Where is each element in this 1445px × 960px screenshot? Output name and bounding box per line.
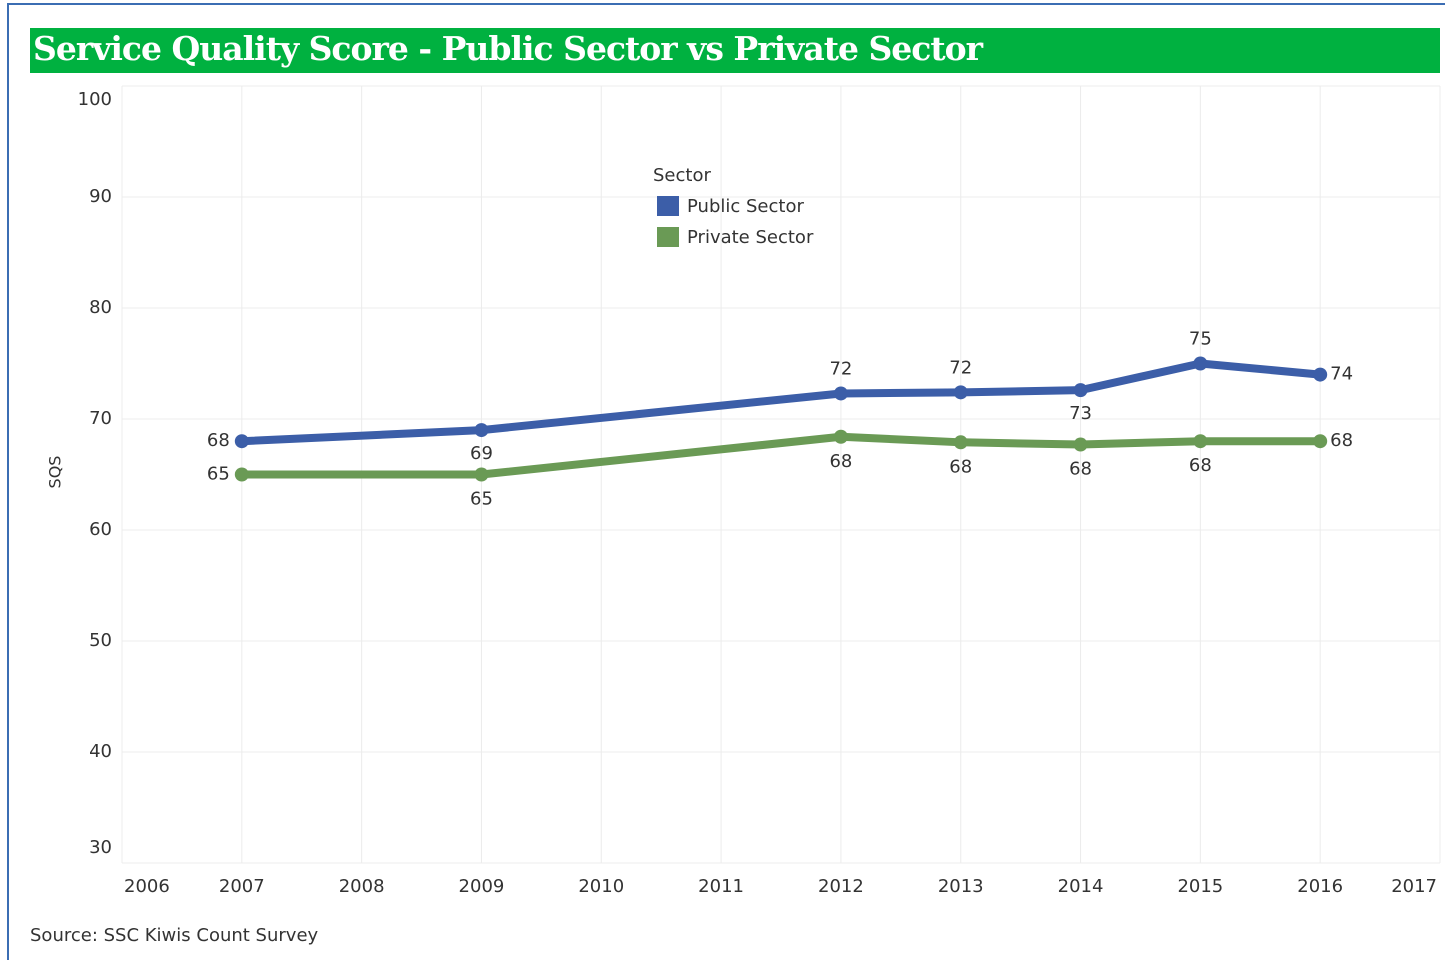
y-tick-label: 60 [89, 519, 112, 540]
point [1193, 356, 1208, 371]
point [234, 434, 249, 449]
point [474, 423, 489, 438]
data-label: 72 [949, 357, 972, 378]
x-tick-label: 2011 [698, 876, 744, 897]
data-label: 73 [1069, 403, 1092, 424]
frame [7, 3, 1445, 960]
line [241, 359, 1321, 446]
data-label: 68 [1069, 459, 1092, 480]
y-tick-label: 50 [89, 630, 112, 651]
chart-title: Service Quality Score - Public Sector vs… [33, 29, 984, 68]
source: Source: SSC Kiwis Count Survey [30, 925, 319, 946]
point [1073, 437, 1088, 452]
data-label: 68 [1330, 430, 1353, 451]
x-tick-label: 2010 [578, 876, 624, 897]
point [234, 467, 249, 482]
data-label: 75 [1189, 329, 1212, 350]
legend-swatch [657, 196, 679, 216]
data-label: 65 [470, 489, 493, 510]
x-tick-label: 2009 [459, 876, 505, 897]
y-tick-label: 40 [89, 741, 112, 762]
legend-label: Private Sector [687, 227, 814, 248]
title-banner [30, 28, 1440, 73]
y-axis-label: SQS [46, 456, 65, 489]
legend-swatch [657, 227, 679, 247]
y-tick-label: 30 [89, 837, 112, 858]
point [474, 467, 489, 482]
x-tick-label: 2013 [938, 876, 984, 897]
data-label: 68 [829, 451, 852, 472]
legend-label: Public Sector [687, 196, 804, 217]
data-label: 69 [470, 443, 493, 464]
y-tick-label: 90 [89, 186, 112, 207]
data-label: 65 [207, 464, 230, 485]
point [1313, 367, 1328, 382]
y-tick-label: 80 [89, 297, 112, 318]
point [953, 385, 968, 400]
data-label: 68 [1189, 455, 1212, 476]
data-label: 74 [1330, 364, 1353, 385]
x-tick-label: 2012 [818, 876, 864, 897]
y-tick-label: 70 [89, 408, 112, 429]
point [1313, 434, 1328, 449]
x-tick-label: 2017 [1391, 876, 1437, 897]
line [241, 432, 1321, 479]
point [833, 386, 848, 401]
x-tick-label: 2006 [124, 876, 170, 897]
legend-title: Sector [653, 165, 711, 186]
x-tick-label: 2016 [1297, 876, 1343, 897]
point [953, 435, 968, 450]
point [833, 429, 848, 444]
data-label: 68 [207, 430, 230, 451]
data-label: 72 [829, 358, 852, 379]
point [1073, 383, 1088, 398]
point [1193, 434, 1208, 449]
data-label: 68 [949, 456, 972, 477]
x-tick-label: 2007 [219, 876, 265, 897]
x-tick-label: 2008 [339, 876, 385, 897]
x-tick-label: 2014 [1058, 876, 1104, 897]
x-tick-label: 2015 [1177, 876, 1223, 897]
y-tick-label: 100 [78, 89, 112, 110]
